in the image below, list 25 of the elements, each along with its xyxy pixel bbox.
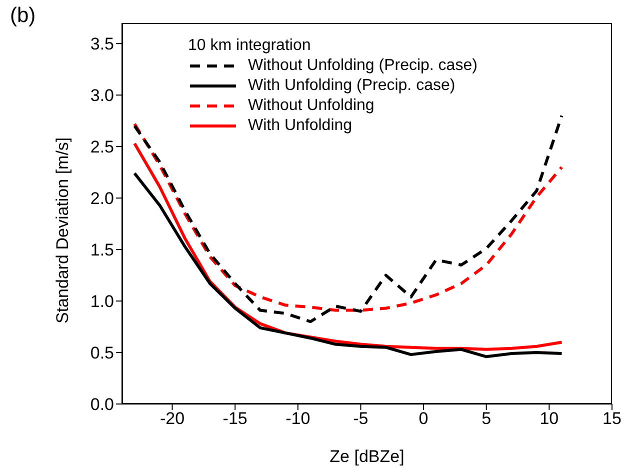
y-tick-label: 0.0 <box>90 395 114 414</box>
y-tick-label: 3.5 <box>90 34 114 54</box>
y-tick-label: 1.5 <box>90 240 114 260</box>
legend-label: Without Unfolding <box>248 96 374 116</box>
legend-label: With Unfolding (Precip. case) <box>248 76 456 96</box>
x-tick-label: -10 <box>286 409 310 428</box>
x-tick-label: -15 <box>222 409 248 428</box>
x-tick-label: -5 <box>353 409 368 428</box>
legend-title: 10 km integration <box>188 36 312 56</box>
y-tick-label: 2.0 <box>90 189 114 208</box>
x-tick-label: 5 <box>482 409 492 428</box>
x-tick-label: 10 <box>540 409 559 428</box>
x-axis-title: Ze [dBZe] <box>330 447 404 466</box>
y-axis-title: Standard Deviation [m/s] <box>53 137 72 324</box>
x-tick-label: 0 <box>418 409 428 428</box>
y-tick-label: 3.0 <box>90 86 114 106</box>
x-tick-label: -20 <box>160 409 185 428</box>
y-tick-label: 2.5 <box>90 138 114 157</box>
line-series <box>133 172 564 358</box>
y-tick-label: 0.5 <box>90 344 114 363</box>
y-tick-label: 1.0 <box>90 292 114 312</box>
text: (b) <box>10 4 36 28</box>
legend-label: With Unfolding <box>248 116 352 136</box>
legend-label: Without Unfolding (Precip. case) <box>248 56 478 76</box>
x-tick-label: 15 <box>602 409 622 428</box>
